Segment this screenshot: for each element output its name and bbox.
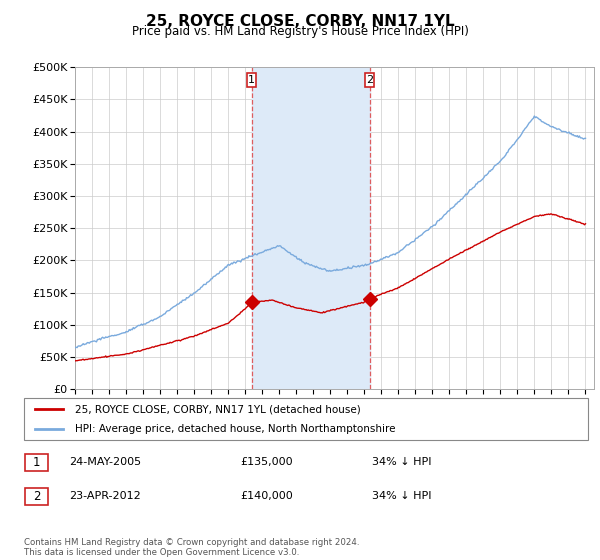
Text: 25, ROYCE CLOSE, CORBY, NN17 1YL: 25, ROYCE CLOSE, CORBY, NN17 1YL <box>146 14 454 29</box>
Text: 24-MAY-2005: 24-MAY-2005 <box>69 457 141 467</box>
Text: 1: 1 <box>248 75 256 85</box>
Text: HPI: Average price, detached house, North Northamptonshire: HPI: Average price, detached house, Nort… <box>75 424 395 434</box>
FancyBboxPatch shape <box>365 73 374 87</box>
Text: 34% ↓ HPI: 34% ↓ HPI <box>372 457 431 467</box>
Text: 1: 1 <box>33 456 40 469</box>
Text: 2: 2 <box>366 75 373 85</box>
Text: 34% ↓ HPI: 34% ↓ HPI <box>372 491 431 501</box>
Text: 23-APR-2012: 23-APR-2012 <box>69 491 141 501</box>
Bar <box>252 67 370 389</box>
Text: 2: 2 <box>33 489 40 503</box>
Text: £135,000: £135,000 <box>240 457 293 467</box>
Text: Contains HM Land Registry data © Crown copyright and database right 2024.
This d: Contains HM Land Registry data © Crown c… <box>24 538 359 557</box>
Text: Price paid vs. HM Land Registry's House Price Index (HPI): Price paid vs. HM Land Registry's House … <box>131 25 469 38</box>
Text: 25, ROYCE CLOSE, CORBY, NN17 1YL (detached house): 25, ROYCE CLOSE, CORBY, NN17 1YL (detach… <box>75 404 361 414</box>
FancyBboxPatch shape <box>25 488 48 505</box>
FancyBboxPatch shape <box>25 454 48 471</box>
FancyBboxPatch shape <box>247 73 256 87</box>
FancyBboxPatch shape <box>24 398 588 440</box>
Text: £140,000: £140,000 <box>240 491 293 501</box>
